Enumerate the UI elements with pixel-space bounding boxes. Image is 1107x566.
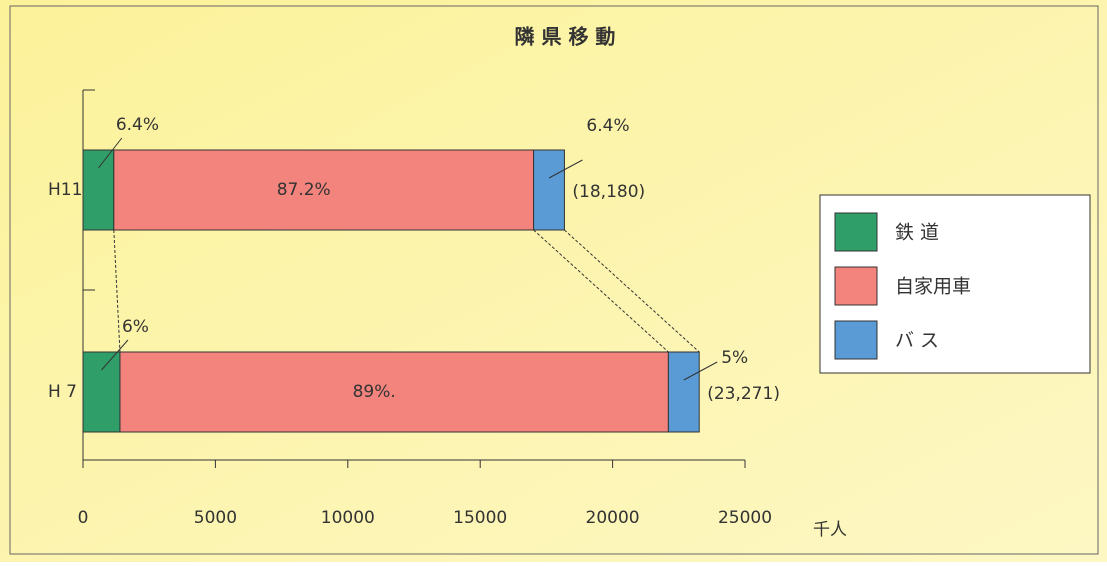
legend-swatch: [834, 266, 878, 306]
bar-segment: [113, 149, 535, 231]
connector: [564, 229, 700, 353]
x-tick-label: 0: [78, 508, 89, 528]
legend-swatch: [834, 212, 878, 252]
bar-segment: [82, 149, 115, 231]
x-tick-label: 25000: [718, 508, 772, 528]
leader-line: [548, 159, 583, 179]
x-unit: 千人: [813, 520, 847, 540]
total-label: (23,271): [707, 384, 780, 404]
share-label: 5%: [721, 348, 748, 368]
x-tick-label: 20000: [586, 508, 640, 528]
share-label: 6.4%: [586, 116, 629, 136]
y-tick-label: H 7: [48, 382, 77, 402]
bar-segment: [667, 351, 700, 433]
x-tick-label: 15000: [453, 508, 507, 528]
legend-label: バ ス: [895, 330, 939, 352]
bar-segment: [533, 149, 565, 231]
legend-label: 鉄 道: [895, 222, 939, 244]
y-tick-label: H11: [48, 180, 82, 200]
connector: [113, 229, 121, 353]
share-label: 6.4%: [116, 115, 159, 135]
leader-line: [683, 361, 718, 381]
legend-swatch: [834, 320, 878, 360]
bar-segment: [119, 351, 669, 433]
x-tick-label: 5000: [194, 508, 237, 528]
frame: [9, 5, 1099, 555]
leader-line: [101, 339, 129, 371]
bar-segment: [82, 351, 121, 433]
leader-line: [98, 137, 123, 169]
connector: [533, 229, 669, 353]
chart-title: 隣 県 移 動: [515, 25, 616, 49]
x-tick-label: 10000: [321, 508, 375, 528]
legend-label: 自家用車: [895, 276, 971, 298]
total-label: (18,180): [572, 182, 645, 202]
share-label: 6%: [122, 317, 149, 337]
share-label: 89%.: [353, 382, 396, 402]
share-label: 87.2%: [277, 180, 331, 200]
